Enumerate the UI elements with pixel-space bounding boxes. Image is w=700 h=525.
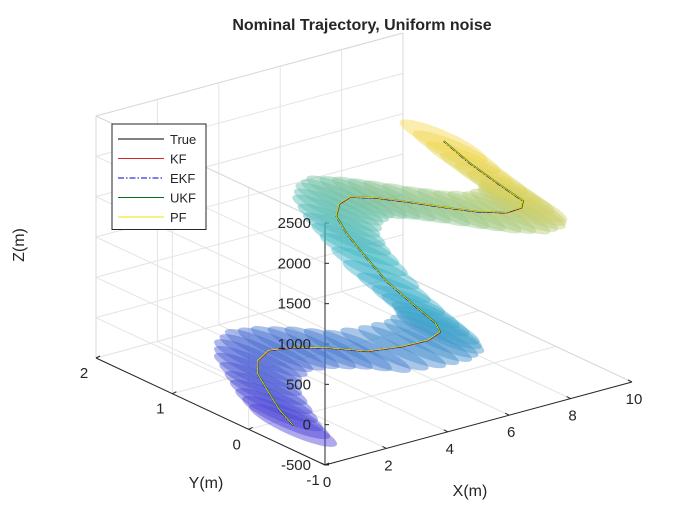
z-tick-label: -500 bbox=[281, 457, 311, 474]
z-axis-label: Z(m) bbox=[11, 228, 28, 262]
y-tick-label: -1 bbox=[306, 472, 319, 489]
legend-label-ukf: UKF bbox=[170, 191, 196, 206]
z-tick-label: 500 bbox=[286, 376, 311, 393]
y-tick-label: 2 bbox=[80, 365, 88, 382]
x-tick-label: 8 bbox=[568, 408, 576, 425]
series-pf bbox=[257, 140, 524, 426]
x-axis-label: X(m) bbox=[453, 483, 488, 500]
chart-title: Nominal Trajectory, Uniform noise bbox=[232, 17, 491, 34]
z-tick-label: 2500 bbox=[278, 215, 311, 232]
y-axis-label: Y(m) bbox=[189, 475, 224, 492]
legend-label-true: True bbox=[170, 132, 196, 147]
z-tick-label: 1000 bbox=[278, 336, 311, 353]
estimate-series bbox=[257, 140, 524, 426]
x-tick-label: 2 bbox=[384, 457, 392, 474]
y-tick-label: 1 bbox=[156, 401, 164, 418]
legend-label-pf: PF bbox=[170, 210, 187, 225]
z-tick-label: 1500 bbox=[278, 296, 311, 313]
covariance-ellipses bbox=[214, 119, 568, 447]
legend-label-kf: KF bbox=[170, 152, 187, 167]
z-tick-label: 0 bbox=[303, 417, 311, 434]
axes-box bbox=[95, 32, 633, 466]
series-ekf bbox=[257, 141, 524, 426]
x-tick-label: 6 bbox=[507, 424, 515, 441]
legend-box bbox=[111, 123, 207, 230]
legend-label-ekf: EKF bbox=[170, 171, 195, 186]
x-tick-label: 0 bbox=[323, 474, 331, 491]
x-tick-label: 10 bbox=[626, 391, 643, 408]
x-tick-label: 4 bbox=[446, 441, 454, 458]
legend: True KF EKF UKF PF bbox=[111, 123, 207, 230]
y-tick-label: 0 bbox=[232, 436, 240, 453]
z-tick-label: 2000 bbox=[278, 255, 311, 272]
